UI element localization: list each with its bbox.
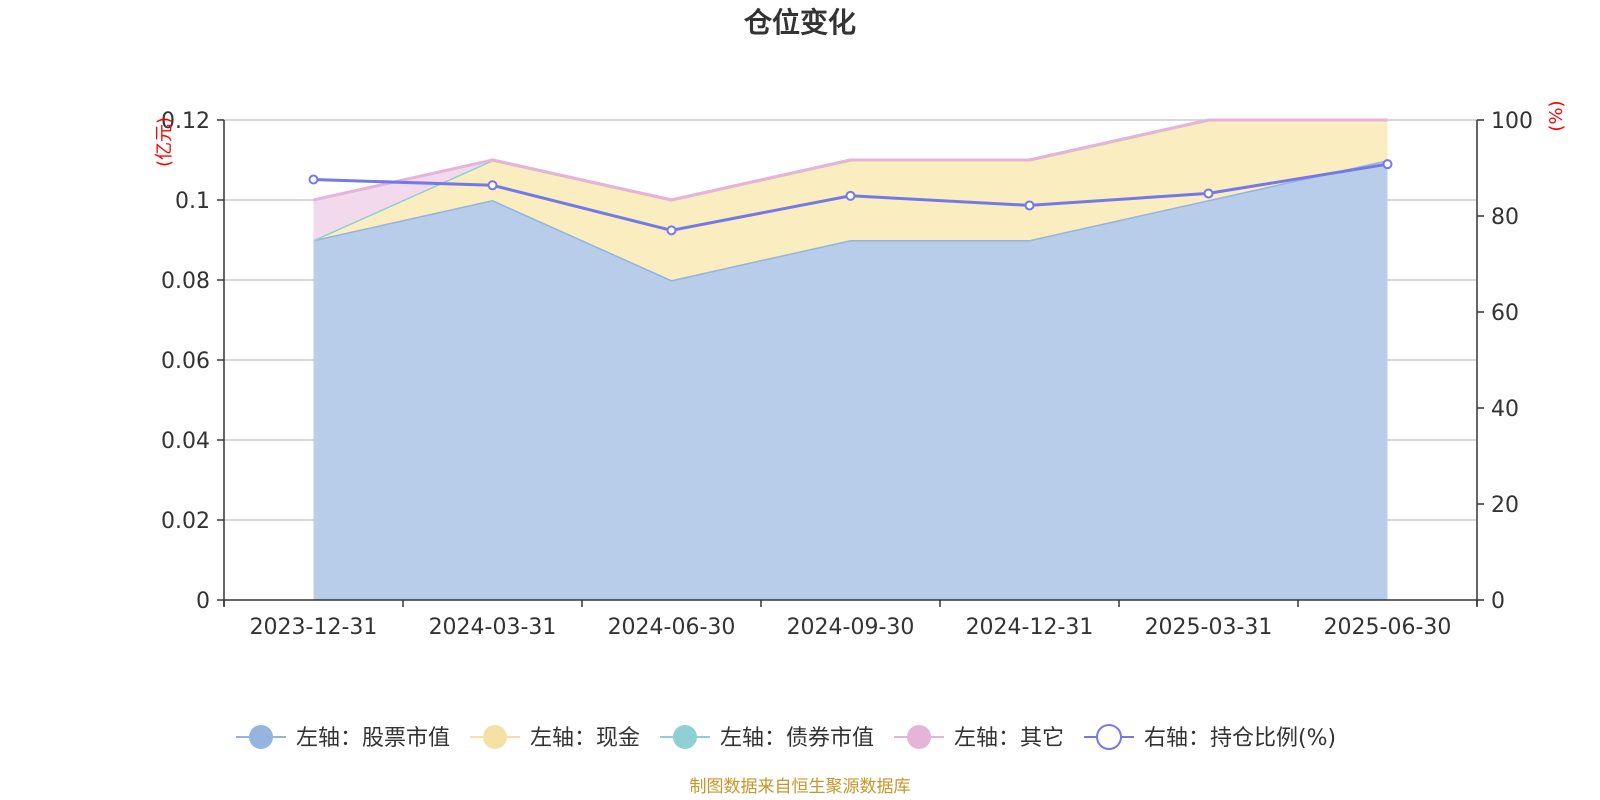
legend-item: 右轴：持仓比例(%) [1084, 724, 1336, 751]
data-source-note: 制图数据来自恒生聚源数据库 [690, 777, 911, 797]
left-axis-unit: (亿元) [154, 117, 175, 167]
chart-title: 仓位变化 [744, 6, 856, 39]
legend-item: 左轴：股票市值 [236, 725, 450, 751]
left-tick-label: 0 [196, 589, 210, 614]
left-tick-label: 0.02 [161, 509, 210, 534]
legend: 左轴：股票市值 左轴：现金 左轴：债券市值 左轴：其它 右轴：持仓比例(%) [236, 724, 1336, 751]
x-tick-label: 2024-06-30 [608, 615, 736, 640]
x-tick-label: 2023-12-31 [250, 615, 378, 640]
left-tick-label: 0.06 [161, 349, 210, 374]
axes: 0 0.02 0.04 0.06 0.08 0.1 0.12 0 20 40 60 80 100 2023… [161, 109, 1533, 640]
legend-swatch-marker [1096, 724, 1122, 750]
right-tick-label: 100 [1491, 109, 1533, 134]
legend-swatch-marker [673, 725, 697, 749]
legend-label: 左轴：现金 [530, 726, 640, 751]
legend-label: 左轴：其它 [954, 726, 1064, 751]
right-axis-unit: (%) [1546, 100, 1567, 131]
x-tick-label: 2025-03-31 [1145, 615, 1273, 640]
legend-swatch-marker [483, 725, 507, 749]
legend-swatch-marker [249, 725, 273, 749]
x-tick-label: 2024-12-31 [966, 615, 1094, 640]
right-tick-label: 0 [1491, 589, 1505, 614]
right-tick-label: 20 [1491, 493, 1519, 518]
left-tick-label: 0.04 [161, 429, 210, 454]
right-tick-label: 80 [1491, 205, 1519, 230]
right-tick-label: 40 [1491, 397, 1519, 422]
legend-label: 左轴：股票市值 [296, 726, 450, 751]
left-tick-label: 0.12 [161, 109, 210, 134]
x-tick-label: 2025-06-30 [1324, 615, 1452, 640]
legend-item: 左轴：其它 [894, 725, 1064, 751]
legend-label: 左轴：债券市值 [720, 726, 874, 751]
x-tick-label: 2024-09-30 [787, 615, 915, 640]
ratio-point [666, 225, 677, 236]
legend-item: 左轴：现金 [470, 725, 640, 751]
area-line-3 [313, 118, 1388, 202]
ratio-point [1382, 159, 1393, 170]
ratio-point [1024, 200, 1035, 211]
ratio-point [487, 180, 498, 191]
ratio-point [845, 190, 856, 201]
legend-swatch-marker [907, 725, 931, 749]
area-fill-0 [313, 160, 1388, 600]
ratio-point [1203, 188, 1214, 199]
line-series [308, 159, 1393, 236]
right-tick-label: 60 [1491, 301, 1519, 326]
x-tick-label: 2024-03-31 [429, 615, 557, 640]
legend-item: 左轴：债券市值 [660, 725, 874, 751]
left-tick-label: 0.1 [175, 189, 210, 214]
left-tick-label: 0.08 [161, 269, 210, 294]
ratio-point [308, 174, 319, 185]
legend-label: 右轴：持仓比例(%) [1144, 726, 1336, 751]
